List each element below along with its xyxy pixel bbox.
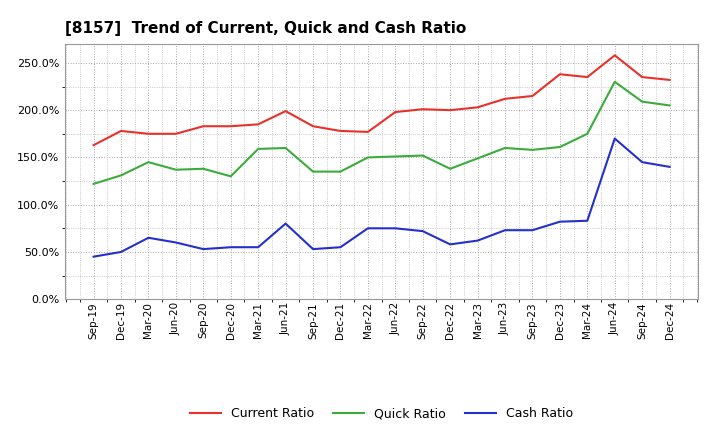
Quick Ratio — [254, 146, 263, 151]
Current Ratio — [89, 143, 98, 148]
Quick Ratio — [226, 174, 235, 179]
Quick Ratio — [556, 144, 564, 150]
Cash Ratio — [500, 227, 509, 233]
Quick Ratio — [528, 147, 537, 153]
Current Ratio — [144, 131, 153, 136]
Cash Ratio — [309, 246, 318, 252]
Current Ratio — [638, 74, 647, 80]
Current Ratio — [254, 122, 263, 127]
Quick Ratio — [638, 99, 647, 104]
Cash Ratio — [418, 228, 427, 234]
Cash Ratio — [254, 245, 263, 250]
Line: Quick Ratio: Quick Ratio — [94, 82, 670, 184]
Quick Ratio — [89, 181, 98, 187]
Cash Ratio — [171, 240, 180, 245]
Current Ratio — [391, 110, 400, 115]
Current Ratio — [583, 74, 592, 80]
Quick Ratio — [199, 166, 207, 172]
Quick Ratio — [611, 79, 619, 84]
Current Ratio — [364, 129, 372, 135]
Cash Ratio — [446, 242, 454, 247]
Line: Current Ratio: Current Ratio — [94, 55, 670, 145]
Cash Ratio — [282, 221, 290, 226]
Current Ratio — [473, 105, 482, 110]
Current Ratio — [117, 128, 125, 134]
Legend: Current Ratio, Quick Ratio, Cash Ratio: Current Ratio, Quick Ratio, Cash Ratio — [185, 403, 578, 425]
Cash Ratio — [336, 245, 345, 250]
Line: Cash Ratio: Cash Ratio — [94, 139, 670, 257]
Current Ratio — [500, 96, 509, 102]
Cash Ratio — [611, 136, 619, 141]
Current Ratio — [226, 124, 235, 129]
Cash Ratio — [528, 227, 537, 233]
Quick Ratio — [473, 156, 482, 161]
Current Ratio — [336, 128, 345, 134]
Cash Ratio — [364, 226, 372, 231]
Cash Ratio — [583, 218, 592, 224]
Current Ratio — [556, 72, 564, 77]
Current Ratio — [309, 124, 318, 129]
Quick Ratio — [500, 145, 509, 150]
Cash Ratio — [117, 249, 125, 255]
Current Ratio — [282, 109, 290, 114]
Cash Ratio — [473, 238, 482, 243]
Quick Ratio — [446, 166, 454, 172]
Current Ratio — [171, 131, 180, 136]
Quick Ratio — [144, 160, 153, 165]
Cash Ratio — [226, 245, 235, 250]
Quick Ratio — [282, 145, 290, 150]
Current Ratio — [199, 124, 207, 129]
Current Ratio — [528, 93, 537, 99]
Cash Ratio — [556, 219, 564, 224]
Current Ratio — [665, 77, 674, 83]
Text: [8157]  Trend of Current, Quick and Cash Ratio: [8157] Trend of Current, Quick and Cash … — [65, 21, 466, 36]
Current Ratio — [611, 53, 619, 58]
Quick Ratio — [117, 173, 125, 178]
Quick Ratio — [665, 103, 674, 108]
Cash Ratio — [391, 226, 400, 231]
Quick Ratio — [171, 167, 180, 172]
Quick Ratio — [583, 131, 592, 136]
Cash Ratio — [199, 246, 207, 252]
Quick Ratio — [364, 155, 372, 160]
Cash Ratio — [144, 235, 153, 240]
Quick Ratio — [391, 154, 400, 159]
Cash Ratio — [638, 160, 647, 165]
Quick Ratio — [336, 169, 345, 174]
Current Ratio — [446, 107, 454, 113]
Quick Ratio — [309, 169, 318, 174]
Cash Ratio — [665, 164, 674, 169]
Current Ratio — [418, 106, 427, 112]
Cash Ratio — [89, 254, 98, 259]
Quick Ratio — [418, 153, 427, 158]
